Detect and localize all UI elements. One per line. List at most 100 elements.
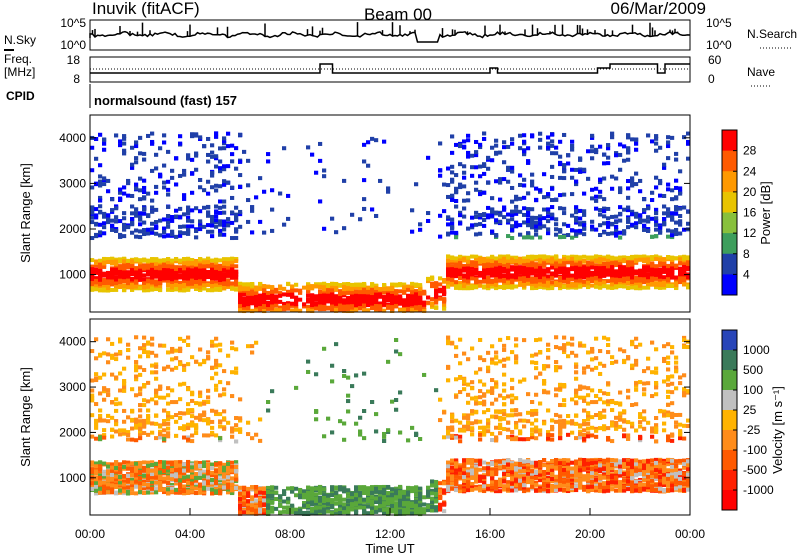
echo-cell xyxy=(382,308,387,313)
echo-cell xyxy=(158,270,163,275)
echo-cell xyxy=(658,225,663,230)
echo-cell xyxy=(302,304,307,309)
echo-cell xyxy=(210,154,215,159)
echo-cell xyxy=(570,283,575,288)
echo-cell xyxy=(546,219,551,224)
echo-cell xyxy=(254,195,259,200)
echo-cell xyxy=(542,279,547,284)
echo-cell xyxy=(462,286,467,291)
echo-cell xyxy=(550,205,555,210)
echo-cell xyxy=(102,271,107,276)
echo-cell xyxy=(370,287,375,292)
echo-cell xyxy=(530,286,535,291)
echo-cell xyxy=(298,297,303,302)
echo-cell xyxy=(594,198,599,203)
echo-cell xyxy=(202,286,207,291)
echo-cell xyxy=(478,283,483,288)
echo-cell xyxy=(430,297,435,302)
echo-cell xyxy=(378,289,383,294)
nave-tick-top: 60 xyxy=(708,53,722,67)
echo-cell xyxy=(498,273,503,278)
echo-cell xyxy=(218,264,223,269)
echo-cell xyxy=(94,491,99,496)
echo-cell xyxy=(226,180,231,185)
echo-cell xyxy=(370,298,375,303)
echo-cell xyxy=(270,285,275,290)
echo-cell xyxy=(222,268,227,273)
echo-cell xyxy=(662,275,667,280)
echo-cell xyxy=(370,290,375,295)
echo-cell xyxy=(578,157,583,162)
echo-cell xyxy=(582,265,587,270)
echo-cell xyxy=(90,220,95,225)
colorbar-segment xyxy=(722,171,737,193)
echo-cell xyxy=(590,156,595,161)
echo-cell xyxy=(322,301,327,306)
echo-cell xyxy=(230,220,235,225)
echo-cell xyxy=(686,256,691,261)
echo-cell xyxy=(166,187,171,192)
echo-cell xyxy=(486,215,491,220)
echo-cell xyxy=(586,262,591,267)
echo-cell xyxy=(90,264,95,269)
echo-cell xyxy=(302,302,307,307)
echo-cell xyxy=(206,179,211,184)
echo-cell xyxy=(110,208,115,213)
echo-cell xyxy=(550,216,555,221)
echo-cell xyxy=(130,461,135,466)
echo-cell xyxy=(130,272,135,277)
echo-cell xyxy=(674,264,679,269)
echo-cell xyxy=(446,183,451,188)
echo-cell xyxy=(110,227,115,232)
echo-cell xyxy=(558,286,563,291)
echo-cell xyxy=(110,400,115,405)
echo-cell xyxy=(594,150,599,155)
echo-cell xyxy=(194,262,199,267)
echo-cell xyxy=(610,174,615,179)
echo-cell xyxy=(470,153,475,158)
echo-cell xyxy=(342,226,347,231)
echo-cell xyxy=(654,273,659,278)
echo-cell xyxy=(138,392,143,397)
echo-cell xyxy=(658,145,663,150)
echo-cell xyxy=(510,257,515,262)
echo-cell xyxy=(130,204,135,209)
echo-cell xyxy=(174,214,179,219)
echo-cell xyxy=(518,209,523,214)
echo-cell xyxy=(570,213,575,218)
echo-cell xyxy=(526,146,531,151)
echo-cell xyxy=(670,258,675,263)
echo-cell xyxy=(138,464,143,469)
echo-cell xyxy=(442,290,447,295)
echo-cell xyxy=(150,230,155,235)
echo-cell xyxy=(366,302,371,307)
echo-cell xyxy=(126,485,131,490)
echo-cell xyxy=(506,234,511,239)
echo-cell xyxy=(606,231,611,236)
echo-cell xyxy=(638,220,643,225)
echo-cell xyxy=(138,188,143,193)
echo-cell xyxy=(506,267,511,272)
echo-cell xyxy=(526,254,531,259)
echo-cell xyxy=(534,198,539,203)
echo-cell xyxy=(510,137,515,142)
echo-cell xyxy=(446,194,451,199)
echo-cell xyxy=(442,285,447,290)
echo-cell xyxy=(142,486,147,491)
echo-cell xyxy=(178,280,183,285)
echo-cell xyxy=(366,163,371,168)
echo-cell xyxy=(386,304,391,309)
echo-cell xyxy=(526,256,531,261)
echo-cell xyxy=(158,258,163,263)
echo-cell xyxy=(562,222,567,227)
echo-cell xyxy=(530,221,535,226)
echo-cell xyxy=(274,297,279,302)
echo-cell xyxy=(226,284,231,289)
echo-cell xyxy=(450,282,455,287)
echo-cell xyxy=(98,195,103,200)
echo-cell xyxy=(490,210,495,215)
echo-cell xyxy=(226,221,231,226)
echo-cell xyxy=(138,419,143,424)
echo-cell xyxy=(602,280,607,285)
echo-cell xyxy=(542,195,547,200)
